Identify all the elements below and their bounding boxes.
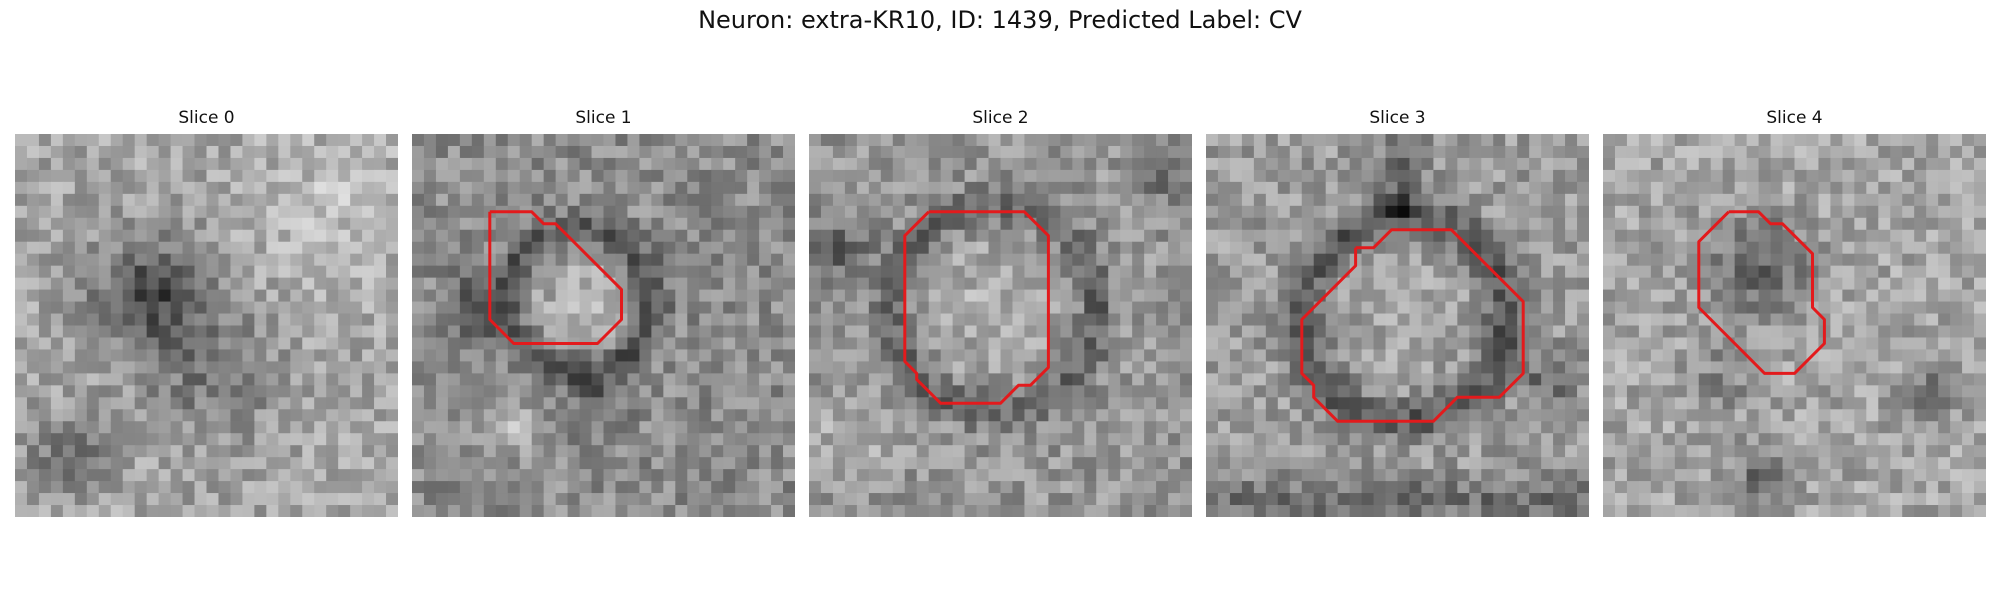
pixel-grid: [412, 134, 795, 517]
slice-3-image: [1206, 134, 1589, 517]
slice-1-image: [412, 134, 795, 517]
slice-4-pixels: [1603, 134, 1986, 517]
slice-1-pixels: [412, 134, 795, 517]
slice-3-pixels: [1206, 134, 1589, 517]
slice-0-image: [15, 134, 398, 517]
panel-title-slice-3: Slice 3: [1369, 108, 1426, 128]
panel-title-slice-1: Slice 1: [575, 108, 632, 128]
slice-4-image: [1603, 134, 1986, 517]
pixel-grid: [1206, 134, 1589, 517]
slice-2-image: [809, 134, 1192, 517]
slice-3-outline: [1300, 228, 1525, 423]
slice-2-outline: [903, 210, 1050, 405]
slice-1-outline: [488, 210, 623, 345]
slice-0-pixels: [15, 134, 398, 517]
pixel-grid: [809, 134, 1192, 517]
figure-title: Neuron: extra-KR10, ID: 1439, Predicted …: [698, 6, 1302, 34]
slice-4-outline: [1697, 210, 1826, 375]
slice-2-pixels: [809, 134, 1192, 517]
pixel-grid: [15, 134, 398, 517]
panel-title-slice-0: Slice 0: [178, 108, 235, 128]
panel-title-slice-4: Slice 4: [1766, 108, 1823, 128]
pixel-grid: [1603, 134, 1986, 517]
panel-title-slice-2: Slice 2: [972, 108, 1029, 128]
